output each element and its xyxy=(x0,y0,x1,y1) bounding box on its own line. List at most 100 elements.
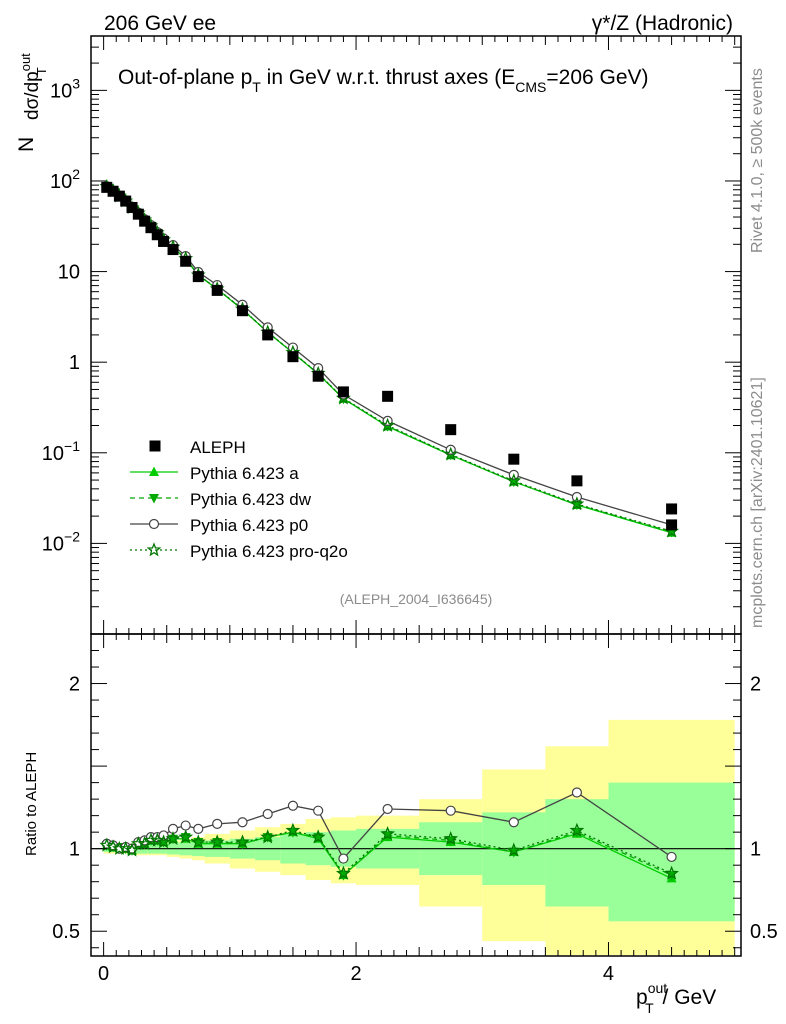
y-tick-label-ratio-left: 2 xyxy=(69,674,80,696)
data-point xyxy=(571,475,583,487)
legend-label: Pythia 6.423 a xyxy=(190,464,299,483)
main-series xyxy=(99,178,679,538)
main-series-marker xyxy=(571,500,582,511)
header-right: γ*/Z (Hadronic) xyxy=(592,12,733,35)
ratio-y-axis-label: Ratio to ALEPH xyxy=(23,752,40,856)
data-point xyxy=(151,229,163,241)
data-point xyxy=(382,390,394,402)
data-point xyxy=(337,386,349,398)
data-point xyxy=(107,185,119,197)
y-tick-label-main: 103 xyxy=(50,75,80,102)
y-tick-label-ratio-left: 1 xyxy=(69,839,80,861)
main-y-axis-label: N dσ/dpoutT xyxy=(15,53,49,152)
main-series-marker xyxy=(506,473,522,488)
main-data-points xyxy=(101,181,678,531)
ratio-series-marker xyxy=(190,834,206,849)
ratio-series-marker xyxy=(178,829,194,844)
data-point xyxy=(445,424,457,436)
data-point xyxy=(666,503,678,515)
chart-title: Out-of-plane pT in GeV w.r.t. thrust axe… xyxy=(118,66,649,95)
data-point xyxy=(211,284,223,296)
data-point xyxy=(139,215,151,227)
main-axis-ticks xyxy=(91,36,741,635)
y-tick-label-main: 1 xyxy=(69,352,80,374)
ratio-series-marker xyxy=(99,837,115,852)
ratio-series-marker xyxy=(285,822,301,837)
rivet-version-label: Rivet 4.1.0, ≥ 500k events xyxy=(749,68,766,253)
data-point xyxy=(312,370,324,382)
ratio-series-marker xyxy=(382,803,393,815)
y-tick-label-ratio-right: 0.5 xyxy=(750,921,778,943)
data-point xyxy=(132,208,144,220)
ratio-series-marker xyxy=(234,834,250,849)
legend-label-data: ALEPH xyxy=(190,438,246,457)
y-tick-label-ratio-left: 0.5 xyxy=(52,921,80,943)
ratio-series-marker xyxy=(212,818,223,829)
x-tick-label: 4 xyxy=(603,963,614,985)
ratio-series-marker xyxy=(310,829,326,844)
main-series-marker xyxy=(569,496,585,511)
x-tick-labels: 0 2 4 xyxy=(98,963,614,985)
data-point xyxy=(145,222,157,234)
ratio-series-marker xyxy=(105,839,121,854)
data-point xyxy=(167,244,179,256)
ratio-series-marker xyxy=(124,842,140,857)
ratio-axis-ticks xyxy=(91,634,741,956)
ratio-series-marker xyxy=(445,805,456,816)
ratio-series-marker xyxy=(260,829,276,844)
ratio-series-marker xyxy=(156,834,172,849)
y-label-dsigma: dσ/dpoutT xyxy=(18,53,49,120)
data-point xyxy=(180,255,192,267)
data-point xyxy=(287,351,299,363)
ratio-series-marker xyxy=(118,840,134,855)
data-point xyxy=(666,519,678,531)
ratio-series-marker xyxy=(313,805,324,816)
ratio-series-marker xyxy=(287,800,299,811)
legend-label: Pythia 6.423 p0 xyxy=(190,516,308,535)
x-tick-label: 0 xyxy=(98,963,109,985)
ratio-series-marker xyxy=(506,842,522,857)
data-point xyxy=(158,235,170,247)
legend-marker xyxy=(149,494,159,504)
ratio-series-marker xyxy=(664,865,679,880)
ratio-series-marker xyxy=(508,817,519,828)
x-tick-label: 2 xyxy=(350,963,361,985)
data-point xyxy=(101,181,113,193)
y-tick-label-main: 102 xyxy=(50,166,80,193)
ratio-frame xyxy=(90,633,742,957)
main-series-marker xyxy=(443,446,459,461)
ratio-series-marker xyxy=(443,830,459,846)
analysis-tag: (ALEPH_2004_I636645) xyxy=(340,591,493,607)
ratio-series-marker xyxy=(569,822,585,837)
legend: ALEPH Pythia 6.423 a Pythia 6.423 dw Pythia… xyxy=(130,438,348,561)
ratio-series-marker xyxy=(380,825,395,841)
ratio-series-marker xyxy=(571,787,583,798)
ratio-series-marker xyxy=(165,831,181,846)
data-point xyxy=(113,190,125,202)
legend-label: Pythia 6.423 pro-q2o xyxy=(190,542,348,561)
data-point xyxy=(262,329,274,341)
y-tick-label-main: 10 xyxy=(58,262,80,284)
ratio-y-tick-labels: 2 2 1 1 0.5 0.5 xyxy=(52,674,778,944)
mcplots-source-label: mcplots.cern.ch [arXiv:2401.10621] xyxy=(749,377,766,628)
ratio-series-marker xyxy=(237,817,248,828)
main-series-marker xyxy=(380,417,395,432)
ratio-panel: 2 2 1 1 0.5 0.5 0 2 4 xyxy=(52,633,778,985)
ratio-series-marker xyxy=(335,865,351,880)
data-point xyxy=(236,305,248,317)
legend-label: Pythia 6.423 dw xyxy=(190,490,312,509)
data-point xyxy=(120,195,132,207)
y-label-n: N xyxy=(15,137,38,152)
ratio-series-marker xyxy=(180,820,191,831)
main-frame xyxy=(90,35,742,635)
ratio-series xyxy=(99,787,679,883)
main-series-marker xyxy=(508,477,519,488)
x-axis-label: pout T / GeV xyxy=(636,980,716,1016)
legend-marker xyxy=(148,518,160,530)
legend-marker-data xyxy=(149,440,161,452)
y-tick-label-ratio-right: 1 xyxy=(750,839,761,861)
ratio-series-marker xyxy=(193,823,204,834)
